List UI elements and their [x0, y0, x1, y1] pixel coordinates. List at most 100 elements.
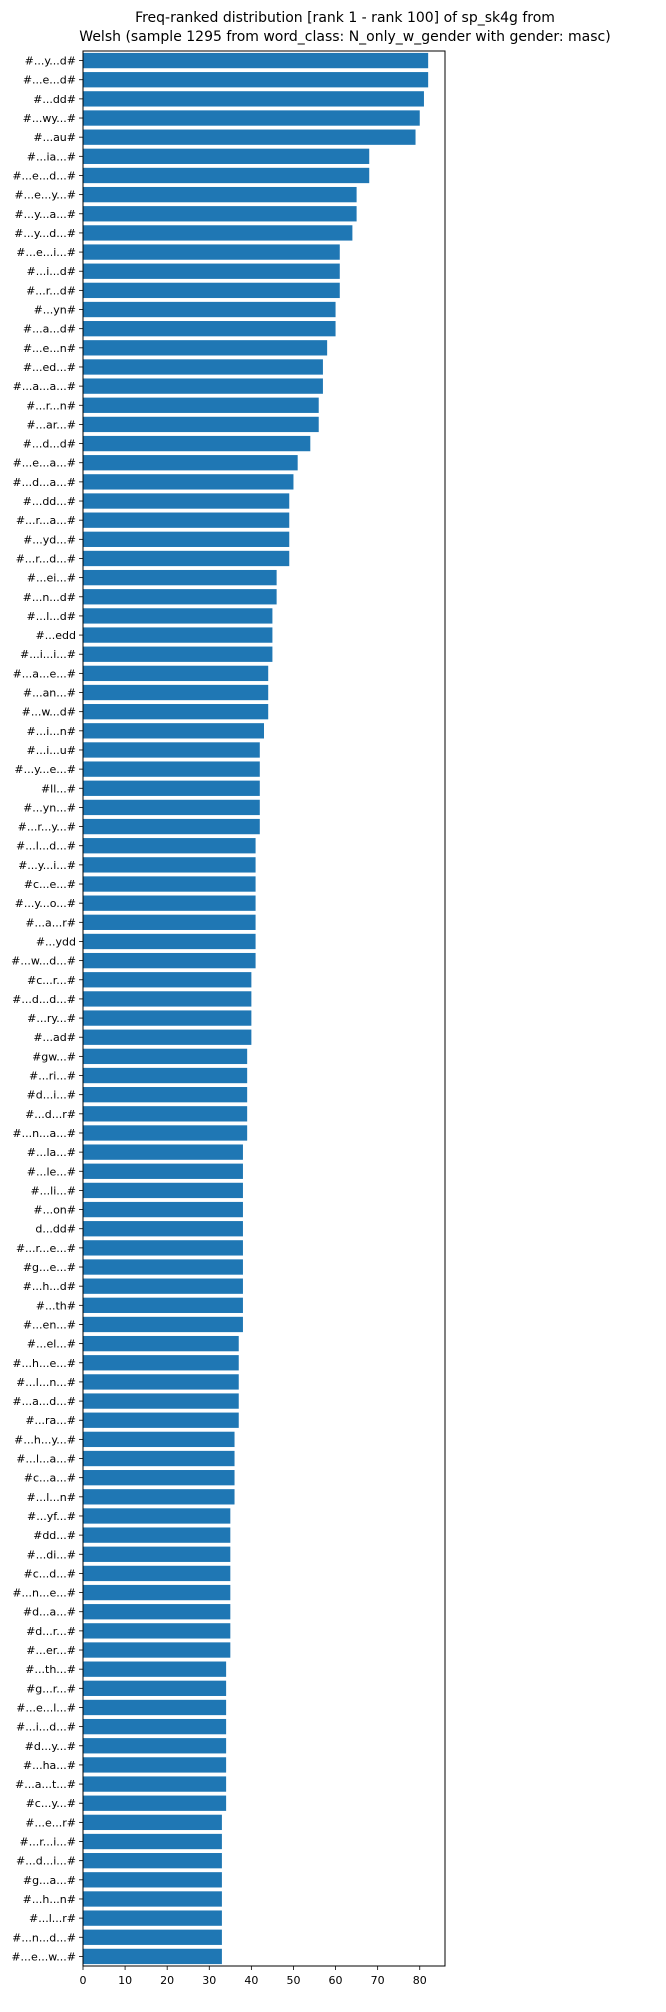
y-tick-label: #g...r...#	[26, 1682, 76, 1695]
x-tick-label: 40	[244, 1974, 258, 1987]
bar	[83, 704, 269, 720]
y-tick-label: #...wy...#	[23, 112, 76, 125]
y-tick-label: #...yn#	[34, 304, 76, 317]
bar	[83, 474, 294, 490]
y-tick-label: #...di...#	[27, 1548, 76, 1561]
bar	[83, 1853, 222, 1869]
bar	[83, 646, 273, 662]
y-tick-label: #...e...y...#	[14, 189, 76, 202]
bar	[83, 167, 370, 184]
y-tick-label: #dd...#	[33, 1529, 76, 1542]
bar	[83, 857, 256, 873]
bar	[83, 1087, 248, 1103]
y-tick-label: #...y...e...#	[14, 763, 76, 776]
bar	[83, 1910, 222, 1926]
bar	[83, 91, 424, 107]
bar	[83, 895, 256, 911]
y-tick-label: #...l...d...#	[16, 840, 76, 853]
y-tick-label: #...n...d...#	[12, 1931, 76, 1944]
y-tick-label: #...e...a...#	[13, 457, 76, 470]
bar	[83, 1718, 227, 1735]
bar	[83, 1814, 222, 1831]
y-tick-label: #...r...n#	[26, 399, 76, 412]
bar	[83, 684, 269, 701]
bar	[83, 838, 256, 854]
bar	[83, 340, 328, 356]
bar	[83, 1048, 248, 1065]
y-tick-label: #...el...#	[27, 1338, 76, 1351]
y-tick-label: #...w...d...#	[11, 955, 76, 968]
y-tick-label: #...l...d#	[27, 610, 76, 623]
bar	[83, 608, 273, 624]
y-tick-label: #...i...i...#	[20, 648, 76, 661]
y-tick-label: #...edd	[36, 629, 76, 642]
y-tick-label: #...ri...#	[29, 1070, 76, 1083]
y-tick-label: #...w...d#	[22, 706, 76, 719]
bar	[83, 1604, 231, 1620]
y-tick-label: #...ha...#	[23, 1759, 76, 1772]
bar	[83, 378, 323, 394]
bar	[83, 1776, 227, 1792]
bar	[83, 1259, 243, 1275]
bar	[83, 1584, 231, 1601]
bar	[83, 531, 290, 547]
y-tick-label: #...e...r#	[25, 1816, 76, 1829]
y-tick-label: #...yd...#	[23, 533, 76, 546]
y-tick-label: #...y...i...#	[18, 859, 76, 872]
y-tick-label: #...l...n...#	[16, 1376, 76, 1389]
y-tick-label: #...r...d#	[26, 284, 76, 297]
bar	[83, 1546, 231, 1562]
bar	[83, 1661, 227, 1677]
x-tick-label: 0	[80, 1974, 87, 1987]
y-tick-label: #...e...l...#	[16, 1701, 76, 1714]
bar	[83, 952, 256, 969]
bar	[83, 1067, 248, 1084]
y-tick-label: #...d...i...#	[16, 1855, 76, 1868]
bar	[83, 1412, 239, 1428]
bar	[83, 991, 252, 1007]
bar	[83, 110, 420, 126]
bar	[83, 1221, 243, 1237]
bar	[83, 1335, 239, 1352]
bar	[83, 1163, 243, 1179]
bar	[83, 1948, 222, 1965]
bar	[83, 723, 264, 739]
chart-title-line-2: Welsh (sample 1295 from word_class: N_on…	[79, 29, 610, 45]
bar	[83, 1450, 235, 1467]
bar	[83, 589, 277, 605]
bar	[83, 1278, 243, 1294]
y-tick-label: #...ia...#	[27, 150, 76, 163]
bar	[83, 799, 260, 816]
y-tick-label: #...i...d...#	[16, 1721, 76, 1734]
bar	[83, 1010, 252, 1026]
y-tick-label: #...a...d...#	[12, 1395, 76, 1408]
x-tick-label: 20	[160, 1974, 174, 1987]
y-tick-label: #...ed...#	[23, 361, 76, 374]
y-tick-label: #...d...r#	[25, 1108, 76, 1121]
y-tick-label: #...h...d#	[23, 1280, 76, 1293]
y-tick-label: #...e...d...#	[12, 169, 76, 182]
x-tick-label: 30	[202, 1974, 216, 1987]
y-tick-label: #...l...n#	[27, 1491, 76, 1504]
bar	[83, 1929, 222, 1945]
y-tick-label: #...dd#	[33, 93, 76, 106]
y-tick-label: #...h...e...#	[12, 1357, 76, 1370]
y-tick-label: #g...a...#	[23, 1874, 76, 1887]
y-tick-label: #...h...y...#	[14, 1433, 76, 1446]
y-tick-label: #...n...a...#	[12, 1127, 76, 1140]
bar	[83, 1470, 235, 1486]
y-tick-label: #...y...a...#	[14, 208, 76, 221]
y-tick-label: #...r...y...#	[18, 821, 76, 834]
bar	[83, 1393, 239, 1409]
bar	[83, 1757, 227, 1773]
y-tick-label: #...er...#	[26, 1644, 76, 1657]
bar	[83, 550, 290, 567]
bar	[83, 933, 256, 950]
bar	[83, 186, 357, 203]
y-tick-label: #...i...d#	[27, 265, 76, 278]
bar	[83, 914, 256, 930]
bar	[83, 129, 416, 145]
y-tick-label: #gw...#	[32, 1050, 76, 1063]
y-tick-label: #...la...#	[27, 1146, 76, 1159]
y-tick-label: #...r...i...#	[20, 1836, 76, 1849]
